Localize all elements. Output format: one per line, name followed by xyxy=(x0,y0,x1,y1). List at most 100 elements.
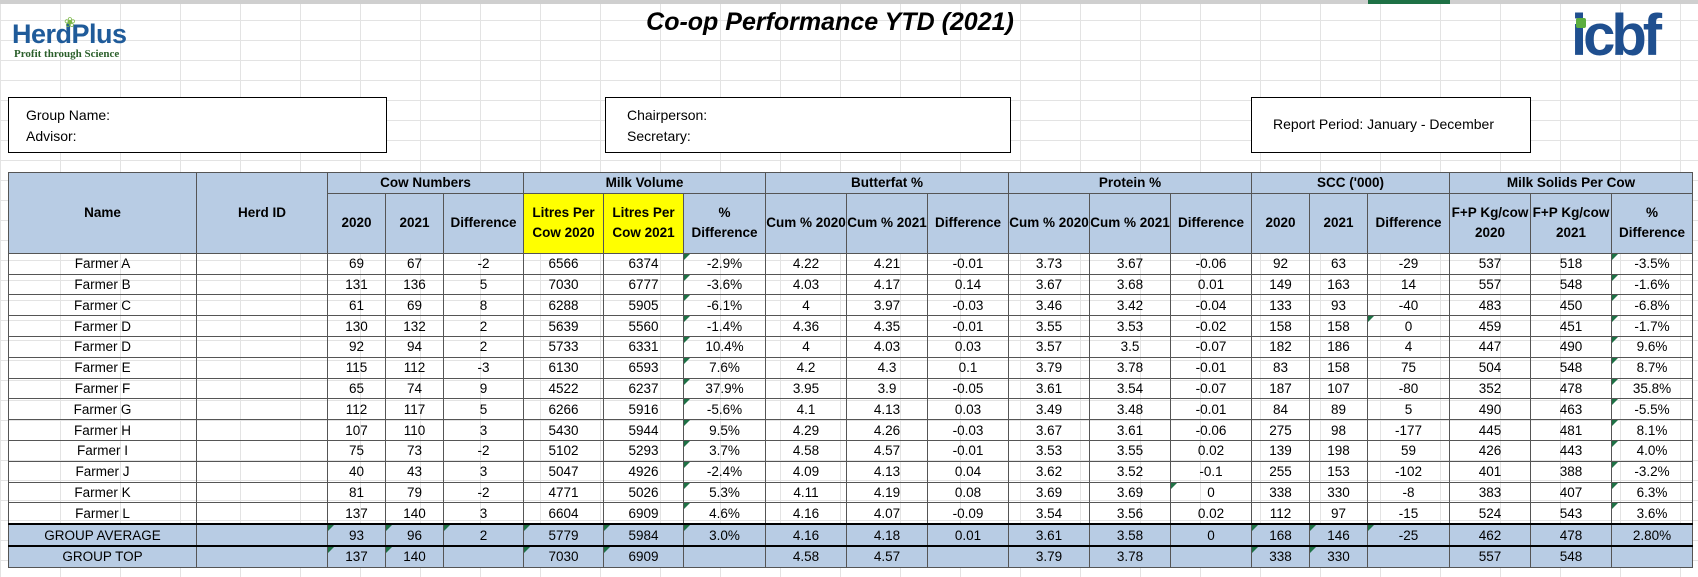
table-cell: 3.46 xyxy=(1008,294,1090,317)
table-row: Farmer D 92 94 2 5733 6331 10.4% 4 4.03 0.03 3.57 3… xyxy=(8,335,1693,358)
table-cell: 136 xyxy=(385,273,444,296)
table-cell: 6777 xyxy=(603,273,684,296)
summary-cell: 4.58 xyxy=(765,545,847,568)
table-cell: -2.4% xyxy=(683,460,766,483)
table-cell: 407 xyxy=(1530,481,1612,504)
header-milk-volume: Milk Volume xyxy=(523,172,766,194)
table-cell: 3.95 xyxy=(765,377,847,400)
table-cell: 67 xyxy=(385,252,444,275)
table-cell: 59 xyxy=(1367,439,1450,462)
summary-cell: 146 xyxy=(1309,523,1368,547)
table-cell: 3.61 xyxy=(1089,419,1171,441)
table-cell: 450 xyxy=(1530,294,1612,317)
table-cell: 73 xyxy=(385,439,444,462)
table-cell: 8.1% xyxy=(1611,419,1693,441)
table-cell xyxy=(196,460,328,483)
table-cell: 6374 xyxy=(603,252,684,275)
table-cell: 97 xyxy=(1309,502,1368,525)
table-cell: 140 xyxy=(385,502,444,525)
subheader-scc-2021: 2021 xyxy=(1309,192,1368,254)
table-cell: 89 xyxy=(1309,398,1368,421)
table-cell: 93 xyxy=(1309,294,1368,317)
table-cell: -40 xyxy=(1367,294,1450,317)
table-cell: 5639 xyxy=(523,315,604,337)
table-cell xyxy=(196,315,328,337)
table-cell: 0.14 xyxy=(927,273,1009,296)
summary-cell xyxy=(927,545,1009,568)
report-period: Report Period: January - December xyxy=(1273,116,1494,132)
table-cell: 388 xyxy=(1530,460,1612,483)
table-cell: 3.67 xyxy=(1008,419,1090,441)
table-cell: 63 xyxy=(1309,252,1368,275)
subheader-solids-2020: F+P Kg/cow 2020 xyxy=(1449,192,1531,254)
table-cell: -0.01 xyxy=(927,439,1009,462)
table-cell: 163 xyxy=(1309,273,1368,296)
table-cell: -8 xyxy=(1367,481,1450,504)
table-cell: 537 xyxy=(1449,252,1531,275)
summary-cell: 548 xyxy=(1530,545,1612,568)
table-cell: 61 xyxy=(327,294,386,317)
table-cell: 3 xyxy=(443,502,524,525)
table-cell: 3.56 xyxy=(1089,502,1171,525)
table-cell: 130 xyxy=(327,315,386,337)
subheader-butterfat-2021: Cum % 2021 xyxy=(846,192,928,254)
report-period-box: Report Period: January - December xyxy=(1251,97,1531,153)
table-cell: -1.4% xyxy=(683,315,766,337)
table-cell: 98 xyxy=(1309,419,1368,441)
summary-cell: 462 xyxy=(1449,523,1531,547)
table-cell: 443 xyxy=(1530,439,1612,462)
farmer-name-cell: Farmer B xyxy=(8,273,197,296)
table-cell: 65 xyxy=(327,377,386,400)
table-cell: 5 xyxy=(1367,398,1450,421)
table-cell: 4.57 xyxy=(846,439,928,462)
subheader-solids-2021: F+P Kg/cow 2021 xyxy=(1530,192,1612,254)
table-cell: 383 xyxy=(1449,481,1531,504)
icbf-logo: icbf xyxy=(1571,6,1691,70)
table-cell: 3.55 xyxy=(1089,439,1171,462)
table-cell xyxy=(196,294,328,317)
table-cell: 3.55 xyxy=(1008,315,1090,337)
table-cell: 158 xyxy=(1309,356,1368,379)
table-cell: 3.52 xyxy=(1089,460,1171,483)
table-cell: 3.9 xyxy=(846,377,928,400)
table-cell: 504 xyxy=(1449,356,1531,379)
table-cell: 518 xyxy=(1530,252,1612,275)
summary-cell xyxy=(1170,545,1252,568)
table-cell: 3.62 xyxy=(1008,460,1090,483)
table-cell: -0.07 xyxy=(1170,335,1252,358)
table-cell: 110 xyxy=(385,419,444,441)
table-cell: 139 xyxy=(1251,439,1310,462)
table-cell: 74 xyxy=(385,377,444,400)
table-cell: -0.07 xyxy=(1170,377,1252,400)
summary-cell: 3.78 xyxy=(1089,545,1171,568)
summary-cell: 4.18 xyxy=(846,523,928,547)
summary-cell: -25 xyxy=(1367,523,1450,547)
table-cell: 9.6% xyxy=(1611,335,1693,358)
farmer-name-cell: Farmer C xyxy=(8,294,197,317)
subheader-scc-2020: 2020 xyxy=(1251,192,1310,254)
table-cell: 481 xyxy=(1530,419,1612,441)
table-cell: 3.54 xyxy=(1089,377,1171,400)
table-cell: 490 xyxy=(1449,398,1531,421)
table-cell: 0 xyxy=(1367,315,1450,337)
table-cell: 6566 xyxy=(523,252,604,275)
table-cell: 112 xyxy=(1251,502,1310,525)
group-top-row: GROUP TOP 137 140 7030 6909 4.58 4.57 3.79 3.78 3… xyxy=(8,545,1693,568)
summary-cell xyxy=(683,545,766,568)
summary-cell: 0.01 xyxy=(927,523,1009,547)
table-cell: 0.01 xyxy=(1170,273,1252,296)
table-cell: 5293 xyxy=(603,439,684,462)
table-cell: -177 xyxy=(1367,419,1450,441)
summary-cell: 137 xyxy=(327,545,386,568)
table-cell: 5560 xyxy=(603,315,684,337)
table-cell: 3 xyxy=(443,460,524,483)
summary-cell: 5984 xyxy=(603,523,684,547)
table-cell xyxy=(196,273,328,296)
table-cell: 158 xyxy=(1309,315,1368,337)
farmer-name-cell: Farmer I xyxy=(8,439,197,462)
toolbar-border xyxy=(0,0,1698,4)
table-cell: 3.42 xyxy=(1089,294,1171,317)
summary-cell: 168 xyxy=(1251,523,1310,547)
committee-info-box: Chairperson: Secretary: xyxy=(605,97,1011,153)
table-row: Farmer I 75 73 -2 5102 5293 3.7% 4.58 4.57 -0.01 3… xyxy=(8,439,1693,462)
